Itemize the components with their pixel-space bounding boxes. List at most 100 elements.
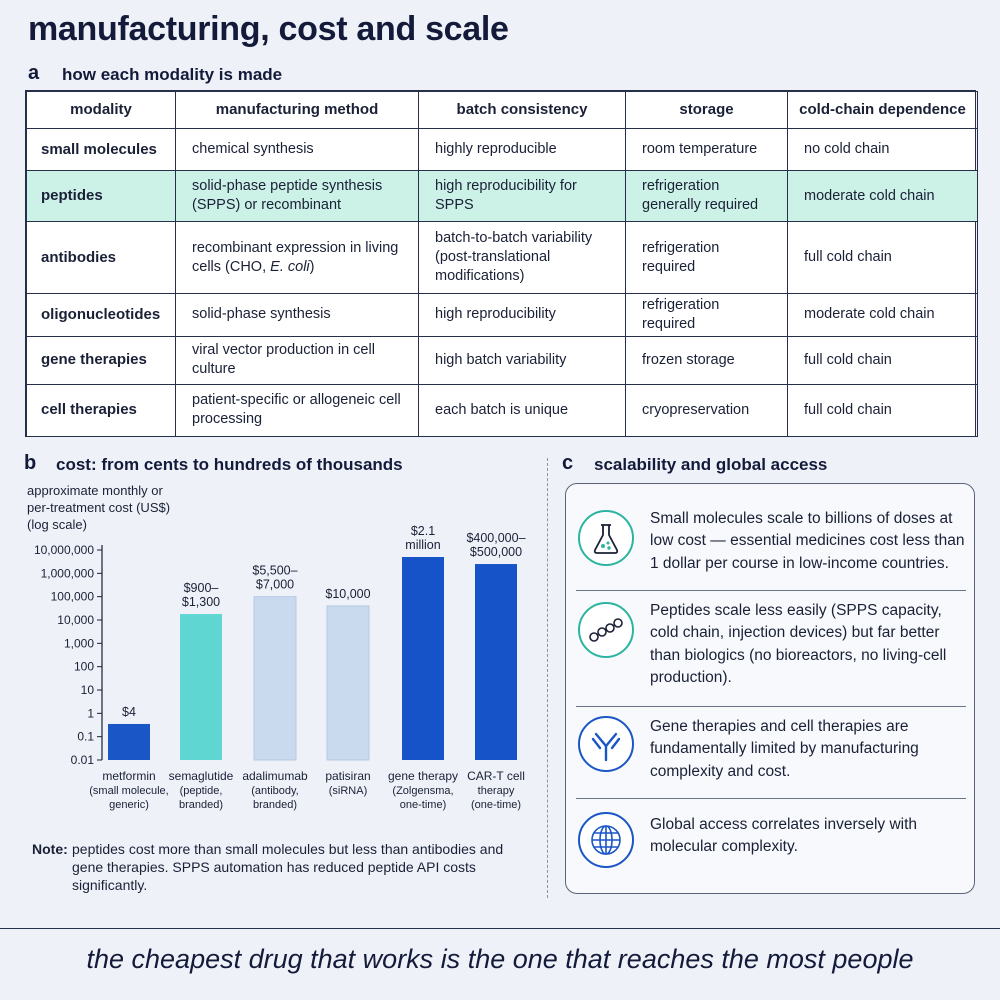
table-cell: cell therapies — [26, 383, 176, 437]
table-header: manufacturing method — [175, 91, 419, 129]
panel-divider — [576, 706, 966, 707]
table-cell: highly reproducible — [418, 128, 626, 171]
scalability-text: Global access correlates inversely with … — [650, 816, 918, 856]
x-category-label: patisiran — [325, 769, 370, 783]
y-tick-label: 1 — [87, 706, 94, 720]
table-cell: full cold chain — [787, 335, 978, 385]
bar — [253, 596, 297, 761]
table-cell: moderate cold chain — [787, 293, 978, 337]
scalability-text: Gene therapies and cell therapies are fu… — [650, 718, 919, 780]
table-cell: each batch is unique — [418, 383, 626, 437]
bar-value-label: $5,500– — [252, 564, 297, 578]
x-category-label: generic) — [109, 799, 149, 811]
y-tick-label: 100,000 — [51, 590, 95, 604]
x-category-label: (Zolgensma, — [392, 785, 453, 797]
y-tick-label: 0.01 — [71, 753, 95, 767]
y-label-line: (log scale) — [27, 516, 87, 532]
bar-value-label: $10,000 — [325, 587, 370, 601]
table-cell: oligonucleotides — [26, 293, 176, 337]
antibody-icon — [578, 716, 634, 772]
bar-value-label: $900– — [184, 581, 219, 595]
note-label: Note: — [32, 841, 68, 857]
table-row: cell therapies patient-specific or allog… — [26, 383, 978, 437]
y-label-line: approximate monthly or — [27, 483, 163, 498]
x-category-label: (peptide, — [180, 785, 223, 797]
y-tick-label: 1,000,000 — [41, 566, 95, 580]
table-header: storage — [625, 91, 788, 129]
note-text: peptides cost more than small molecules … — [72, 841, 504, 894]
bar-value-label: $2.1 — [411, 524, 435, 538]
panel-divider — [576, 798, 966, 799]
y-tick-label: 100 — [74, 660, 94, 674]
table-cell: no cold chain — [787, 128, 978, 171]
bar-value-label: $1,300 — [182, 595, 220, 609]
bar-value-label: $500,000 — [470, 545, 522, 559]
x-category-label: metformin — [102, 769, 155, 783]
x-category-label: adalimumab — [242, 769, 308, 783]
table-cell: patient-specific or allogeneic cell proc… — [175, 383, 419, 437]
table-cell: gene therapies — [26, 335, 176, 385]
table-row: gene therapies viral vector production i… — [26, 335, 978, 385]
x-category-label: branded) — [253, 799, 297, 811]
x-category-label: (small molecule, — [89, 785, 168, 797]
bar — [326, 605, 370, 761]
x-category-label: CAR-T cell — [467, 769, 525, 783]
section-b-title: cost: from cents to hundreds of thousand… — [56, 455, 403, 474]
bar — [475, 564, 517, 760]
table-cell: cryopreservation — [625, 383, 788, 437]
y-tick-label: 10,000 — [57, 613, 94, 627]
table-row: small molecules chemical synthesis highl… — [26, 128, 978, 171]
table-cell: moderate cold chain — [787, 170, 978, 222]
x-category-label: therapy — [478, 785, 515, 797]
modality-table: modality manufacturing method batch cons… — [25, 90, 978, 437]
scalability-text: Peptides scale less easily (SPPS capacit… — [650, 602, 947, 687]
bar-value-label: million — [405, 538, 440, 552]
table-cell: solid-phase peptide synthesis (SPPS) or … — [175, 170, 419, 222]
bar-value-label: $7,000 — [256, 578, 294, 592]
table-cell: antibodies — [26, 221, 176, 294]
bar-value-label: $4 — [122, 705, 136, 719]
table-cell: viral vector production in cell culture — [175, 335, 419, 385]
x-category-label: (antibody, — [251, 785, 299, 797]
bar — [108, 723, 150, 760]
table-header: batch consistency — [418, 91, 626, 129]
method-text: recombinant expression in living cells (… — [192, 239, 399, 275]
table-cell: solid-phase synthesis — [175, 293, 419, 337]
table-row: peptides solid-phase peptide synthesis (… — [26, 170, 978, 222]
bar-value-label: $400,000– — [466, 531, 525, 545]
peptide-chain-icon — [578, 602, 634, 658]
x-category-label: branded) — [179, 799, 223, 811]
table-cell: high reproducibility for SPPS — [418, 170, 626, 222]
table-cell: small molecules — [26, 128, 176, 171]
table-cell: refrigeration generally required — [625, 170, 788, 222]
x-category-label: gene therapy — [388, 769, 458, 783]
bar — [402, 557, 444, 760]
x-category-label: (siRNA) — [329, 785, 368, 797]
table-cell: chemical synthesis — [175, 128, 419, 171]
table-cell: batch-to-batch variability (post-transla… — [418, 221, 626, 294]
section-c-title: scalability and global access — [594, 455, 828, 474]
panel-divider — [576, 590, 966, 591]
section-c-letter: c — [562, 452, 574, 474]
table-cell: full cold chain — [787, 383, 978, 437]
table-row: antibodies recombinant expression in liv… — [26, 221, 978, 294]
flask-icon — [578, 510, 634, 566]
table-header: cold-chain dependence — [787, 91, 978, 129]
section-divider — [547, 458, 548, 898]
section-b-letter: b — [24, 452, 37, 474]
x-category-label: (one-time) — [471, 799, 521, 811]
y-tick-label: 1,000 — [64, 636, 94, 650]
y-tick-label: 10,000,000 — [34, 543, 94, 557]
table-cell: refrigeration required — [625, 293, 788, 337]
scalability-panel: Small molecules scale to billions of dos… — [565, 483, 975, 894]
globe-icon — [578, 812, 634, 868]
section-a-letter: a — [28, 62, 40, 84]
table-cell: frozen storage — [625, 335, 788, 385]
table-header: modality — [26, 91, 176, 129]
footer-divider — [0, 928, 1000, 929]
chart-note: Note: peptides cost more than small mole… — [32, 840, 532, 895]
table-cell: high reproducibility — [418, 293, 626, 337]
table-row: oligonucleotides solid-phase synthesis h… — [26, 293, 978, 337]
scalability-text: Small molecules scale to billions of dos… — [650, 510, 965, 572]
x-category-label: one-time) — [400, 799, 446, 811]
